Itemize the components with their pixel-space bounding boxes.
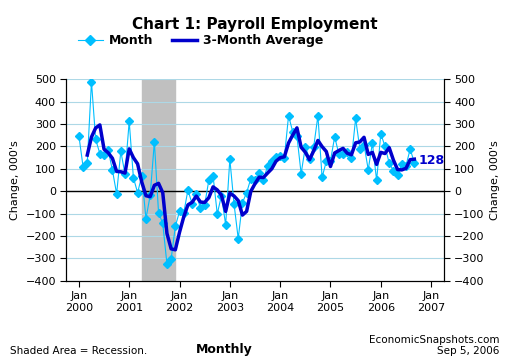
Text: EconomicSnapshots.com
Sep 5, 2006: EconomicSnapshots.com Sep 5, 2006 — [369, 335, 499, 356]
Month — [163, 262, 169, 266]
3-Month Average — [180, 215, 186, 219]
Y-axis label: Change, 000's: Change, 000's — [489, 140, 499, 220]
Text: Shaded Area = Recession.: Shaded Area = Recession. — [10, 346, 147, 356]
Month — [268, 158, 274, 163]
Month — [76, 134, 82, 138]
3-Month Average — [331, 151, 337, 155]
Title: Chart 1: Payroll Employment: Chart 1: Payroll Employment — [132, 17, 377, 32]
3-Month Average — [172, 248, 178, 252]
Line: Month: Month — [76, 79, 416, 267]
3-Month Average — [168, 247, 174, 251]
3-Month Average — [97, 123, 103, 127]
3-Month Average — [281, 154, 287, 159]
3-Month Average — [227, 191, 233, 195]
Month — [293, 134, 299, 138]
Y-axis label: Change, 000's: Change, 000's — [10, 140, 20, 220]
Month — [356, 147, 362, 151]
Text: 128: 128 — [417, 154, 444, 167]
Line: 3-Month Average: 3-Month Average — [87, 125, 413, 250]
Month — [385, 161, 391, 165]
Month — [373, 178, 379, 183]
Month — [331, 135, 337, 139]
Legend: Month, 3-Month Average: Month, 3-Month Average — [72, 29, 328, 52]
Bar — [142, 79, 175, 281]
3-Month Average — [222, 209, 228, 213]
3-Month Average — [84, 153, 90, 157]
Text: Monthly: Monthly — [195, 343, 252, 356]
Month — [410, 160, 416, 165]
Month — [88, 80, 94, 84]
3-Month Average — [410, 157, 416, 161]
